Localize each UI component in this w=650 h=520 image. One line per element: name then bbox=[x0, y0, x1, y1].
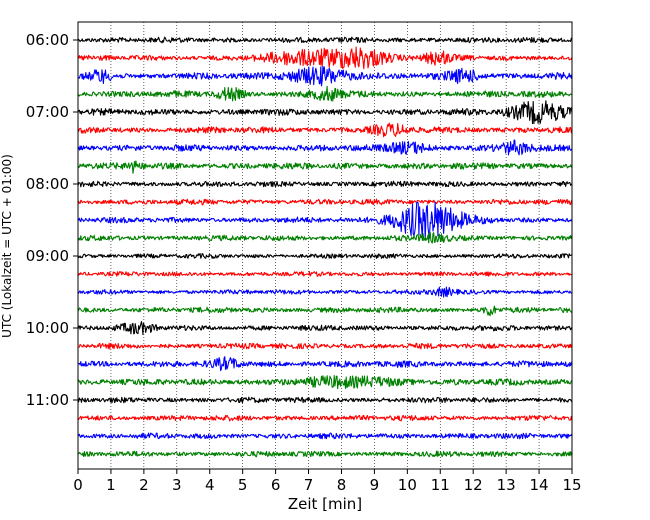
plot-frame bbox=[77, 21, 573, 470]
x-tick-label: 3 bbox=[172, 476, 182, 494]
x-tick-label: 5 bbox=[238, 476, 248, 494]
seismogram-trace bbox=[77, 139, 573, 156]
seismogram-trace bbox=[77, 85, 573, 102]
seismogram-trace bbox=[77, 160, 572, 174]
seismogram-trace bbox=[77, 46, 573, 70]
x-tick-label: 7 bbox=[304, 476, 314, 494]
x-tick-label: 0 bbox=[73, 476, 83, 494]
seismogram-trace bbox=[77, 342, 573, 350]
seismogram-trace bbox=[77, 232, 573, 244]
y-tick-label: 08:00 bbox=[26, 175, 69, 193]
x-tick-label: 12 bbox=[464, 476, 483, 494]
y-tick-label: 07:00 bbox=[26, 103, 69, 121]
seismogram-trace bbox=[77, 450, 573, 458]
y-tick-label: 06:00 bbox=[26, 31, 69, 49]
seismogram-trace bbox=[77, 356, 573, 372]
y-axis: 06:00 07:00 08:00 09:00 10:00 11:00 bbox=[26, 31, 78, 409]
seismogram-trace bbox=[77, 180, 573, 188]
x-tick-label: 1 bbox=[106, 476, 116, 494]
seismogram-trace bbox=[77, 122, 573, 138]
seismogram-trace bbox=[77, 271, 573, 277]
y-tick-label: 10:00 bbox=[26, 319, 69, 337]
x-axis-label: Zeit [min] bbox=[288, 495, 362, 513]
y-tick-label: 11:00 bbox=[26, 391, 69, 409]
seismogram-trace bbox=[77, 100, 573, 125]
y-axis-label: UTC (Lokalzeit = UTC + 01:00) bbox=[0, 154, 14, 338]
seismogram-trace bbox=[77, 320, 573, 335]
seismogram-trace bbox=[77, 198, 573, 206]
trace-group bbox=[77, 36, 573, 458]
x-axis: 0 1 2 3 4 5 6 7 8 9 10 11 12 13 14 15 bbox=[73, 469, 582, 494]
seismogram-trace bbox=[77, 201, 573, 241]
x-tick-label: 11 bbox=[431, 476, 450, 494]
seismogram-trace bbox=[77, 252, 573, 259]
x-tick-label: 9 bbox=[370, 476, 380, 494]
grid-lines bbox=[110, 22, 540, 469]
seismogram-trace bbox=[77, 414, 573, 422]
x-tick-label: 6 bbox=[271, 476, 281, 494]
x-tick-label: 13 bbox=[497, 476, 516, 494]
x-tick-label: 15 bbox=[562, 476, 581, 494]
x-tick-label: 8 bbox=[337, 476, 347, 494]
seismogram-trace bbox=[77, 36, 572, 44]
seismogram-trace bbox=[77, 432, 573, 440]
y-tick-label: 09:00 bbox=[26, 247, 69, 265]
seismogram-trace bbox=[77, 375, 573, 390]
seismogram-trace bbox=[78, 305, 573, 317]
x-tick-label: 4 bbox=[205, 476, 215, 494]
seismogram-trace bbox=[77, 65, 573, 87]
x-tick-label: 10 bbox=[398, 476, 417, 494]
seismogram-trace bbox=[77, 396, 573, 404]
x-tick-label: 2 bbox=[139, 476, 149, 494]
seismogram-trace bbox=[77, 286, 573, 298]
x-tick-label: 14 bbox=[530, 476, 549, 494]
